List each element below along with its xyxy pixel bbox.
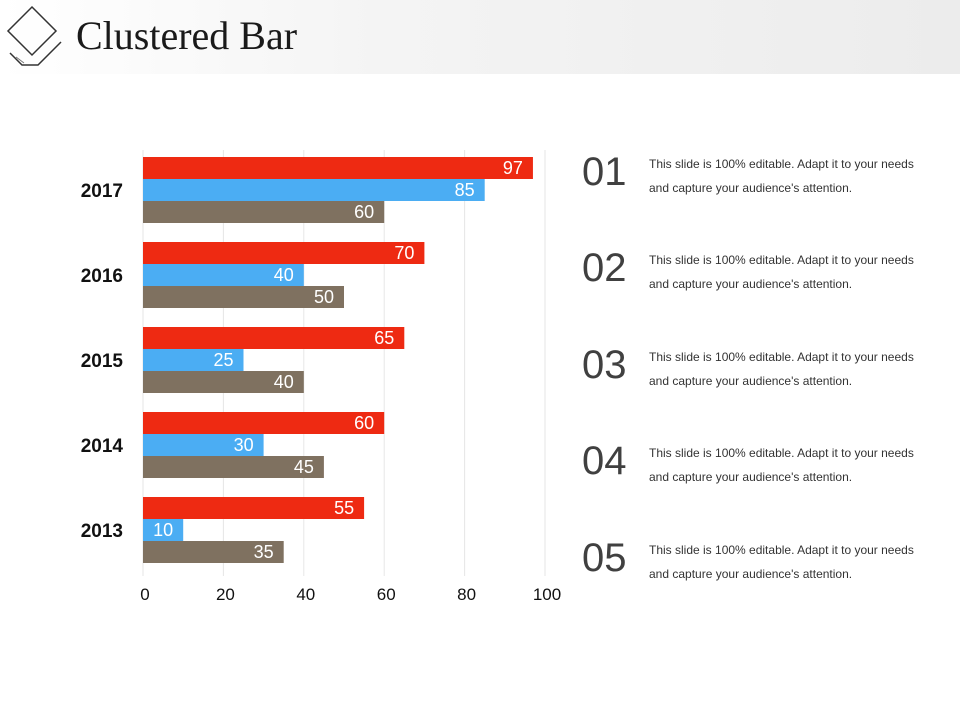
- category-label: 2014: [81, 436, 124, 457]
- list-item-text: This slide is 100% editable. Adapt it to…: [649, 446, 914, 484]
- bar-value-label: 65: [374, 328, 394, 348]
- clustered-bar-chart: 97 85 60 70 40 50 65 25 40 60 30 45 55 10 35 0 20 40 60 80…: [81, 150, 561, 604]
- bar-value-label: 25: [213, 350, 233, 370]
- bar-value-label: 70: [394, 243, 414, 263]
- bar-value-label: 30: [234, 435, 254, 455]
- bar: [143, 519, 184, 541]
- bar: [143, 179, 485, 201]
- bar-value-label: 60: [354, 413, 374, 433]
- bar-group: 55 10 35: [143, 497, 365, 563]
- list-item-text: This slide is 100% editable. Adapt it to…: [649, 350, 914, 388]
- list-item-number: 03: [582, 343, 627, 387]
- list-item-number: 05: [582, 536, 627, 580]
- page-title: Clustered Bar: [76, 13, 298, 58]
- x-tick-label: 100: [533, 585, 561, 604]
- bar-value-label: 60: [354, 202, 374, 222]
- category-label: 2015: [81, 351, 124, 372]
- bar-value-label: 40: [274, 372, 294, 392]
- bar-value-label: 55: [334, 498, 354, 518]
- bar: [143, 434, 264, 456]
- bar: [143, 327, 405, 349]
- list-item-text: This slide is 100% editable. Adapt it to…: [649, 253, 914, 291]
- bar: [143, 157, 533, 179]
- x-tick-label: 40: [296, 585, 315, 604]
- slide-header: Clustered Bar: [0, 0, 960, 74]
- bar-group: 65 25 40: [143, 327, 405, 393]
- bar: [143, 541, 284, 563]
- bar-group: 97 85 60: [143, 157, 533, 223]
- list-item: 03 This slide is 100% editable. Adapt it…: [582, 343, 942, 405]
- bar-value-label: 85: [455, 180, 475, 200]
- x-tick-label: 20: [216, 585, 235, 604]
- diamond-logo-icon: [6, 5, 62, 66]
- x-tick-label: 80: [457, 585, 476, 604]
- list-item: 02 This slide is 100% editable. Adapt it…: [582, 246, 942, 308]
- bar: [143, 371, 304, 393]
- category-label: 2016: [81, 266, 123, 287]
- list-item: 04 This slide is 100% editable. Adapt it…: [582, 439, 942, 501]
- bar-group: 60 30 45: [143, 412, 385, 478]
- bar: [143, 412, 385, 434]
- list-item-number: 02: [582, 246, 627, 290]
- bar-groups: 97 85 60 70 40 50 65 25 40 60 30 45 55 10 35: [143, 157, 533, 563]
- list-item-number: 04: [582, 439, 627, 483]
- bar: [143, 201, 385, 223]
- bar-value-label: 10: [153, 520, 173, 540]
- x-tick-label: 0: [140, 585, 149, 604]
- bar-value-label: 97: [503, 158, 523, 178]
- list-item: 01 This slide is 100% editable. Adapt it…: [582, 150, 942, 212]
- bar-value-label: 45: [294, 457, 314, 477]
- category-label: 2013: [81, 521, 123, 542]
- list-item-text: This slide is 100% editable. Adapt it to…: [649, 157, 914, 195]
- bar: [143, 264, 304, 286]
- bar-group: 70 40 50: [143, 242, 425, 308]
- bar: [143, 242, 425, 264]
- x-tick-label: 60: [377, 585, 396, 604]
- bar-value-label: 40: [274, 265, 294, 285]
- list-item: 05 This slide is 100% editable. Adapt it…: [582, 536, 942, 598]
- bar: [143, 456, 324, 478]
- list-item-text: This slide is 100% editable. Adapt it to…: [649, 543, 914, 581]
- bar: [143, 286, 344, 308]
- axis-labels: 0 20 40 60 80 100 2017 2016 2015 2014 2013: [81, 181, 561, 604]
- bar-value-label: 35: [254, 542, 274, 562]
- list-item-number: 01: [582, 150, 627, 194]
- category-label: 2017: [81, 181, 123, 202]
- bar-value-label: 50: [314, 287, 334, 307]
- bar: [143, 497, 365, 519]
- bar: [143, 349, 244, 371]
